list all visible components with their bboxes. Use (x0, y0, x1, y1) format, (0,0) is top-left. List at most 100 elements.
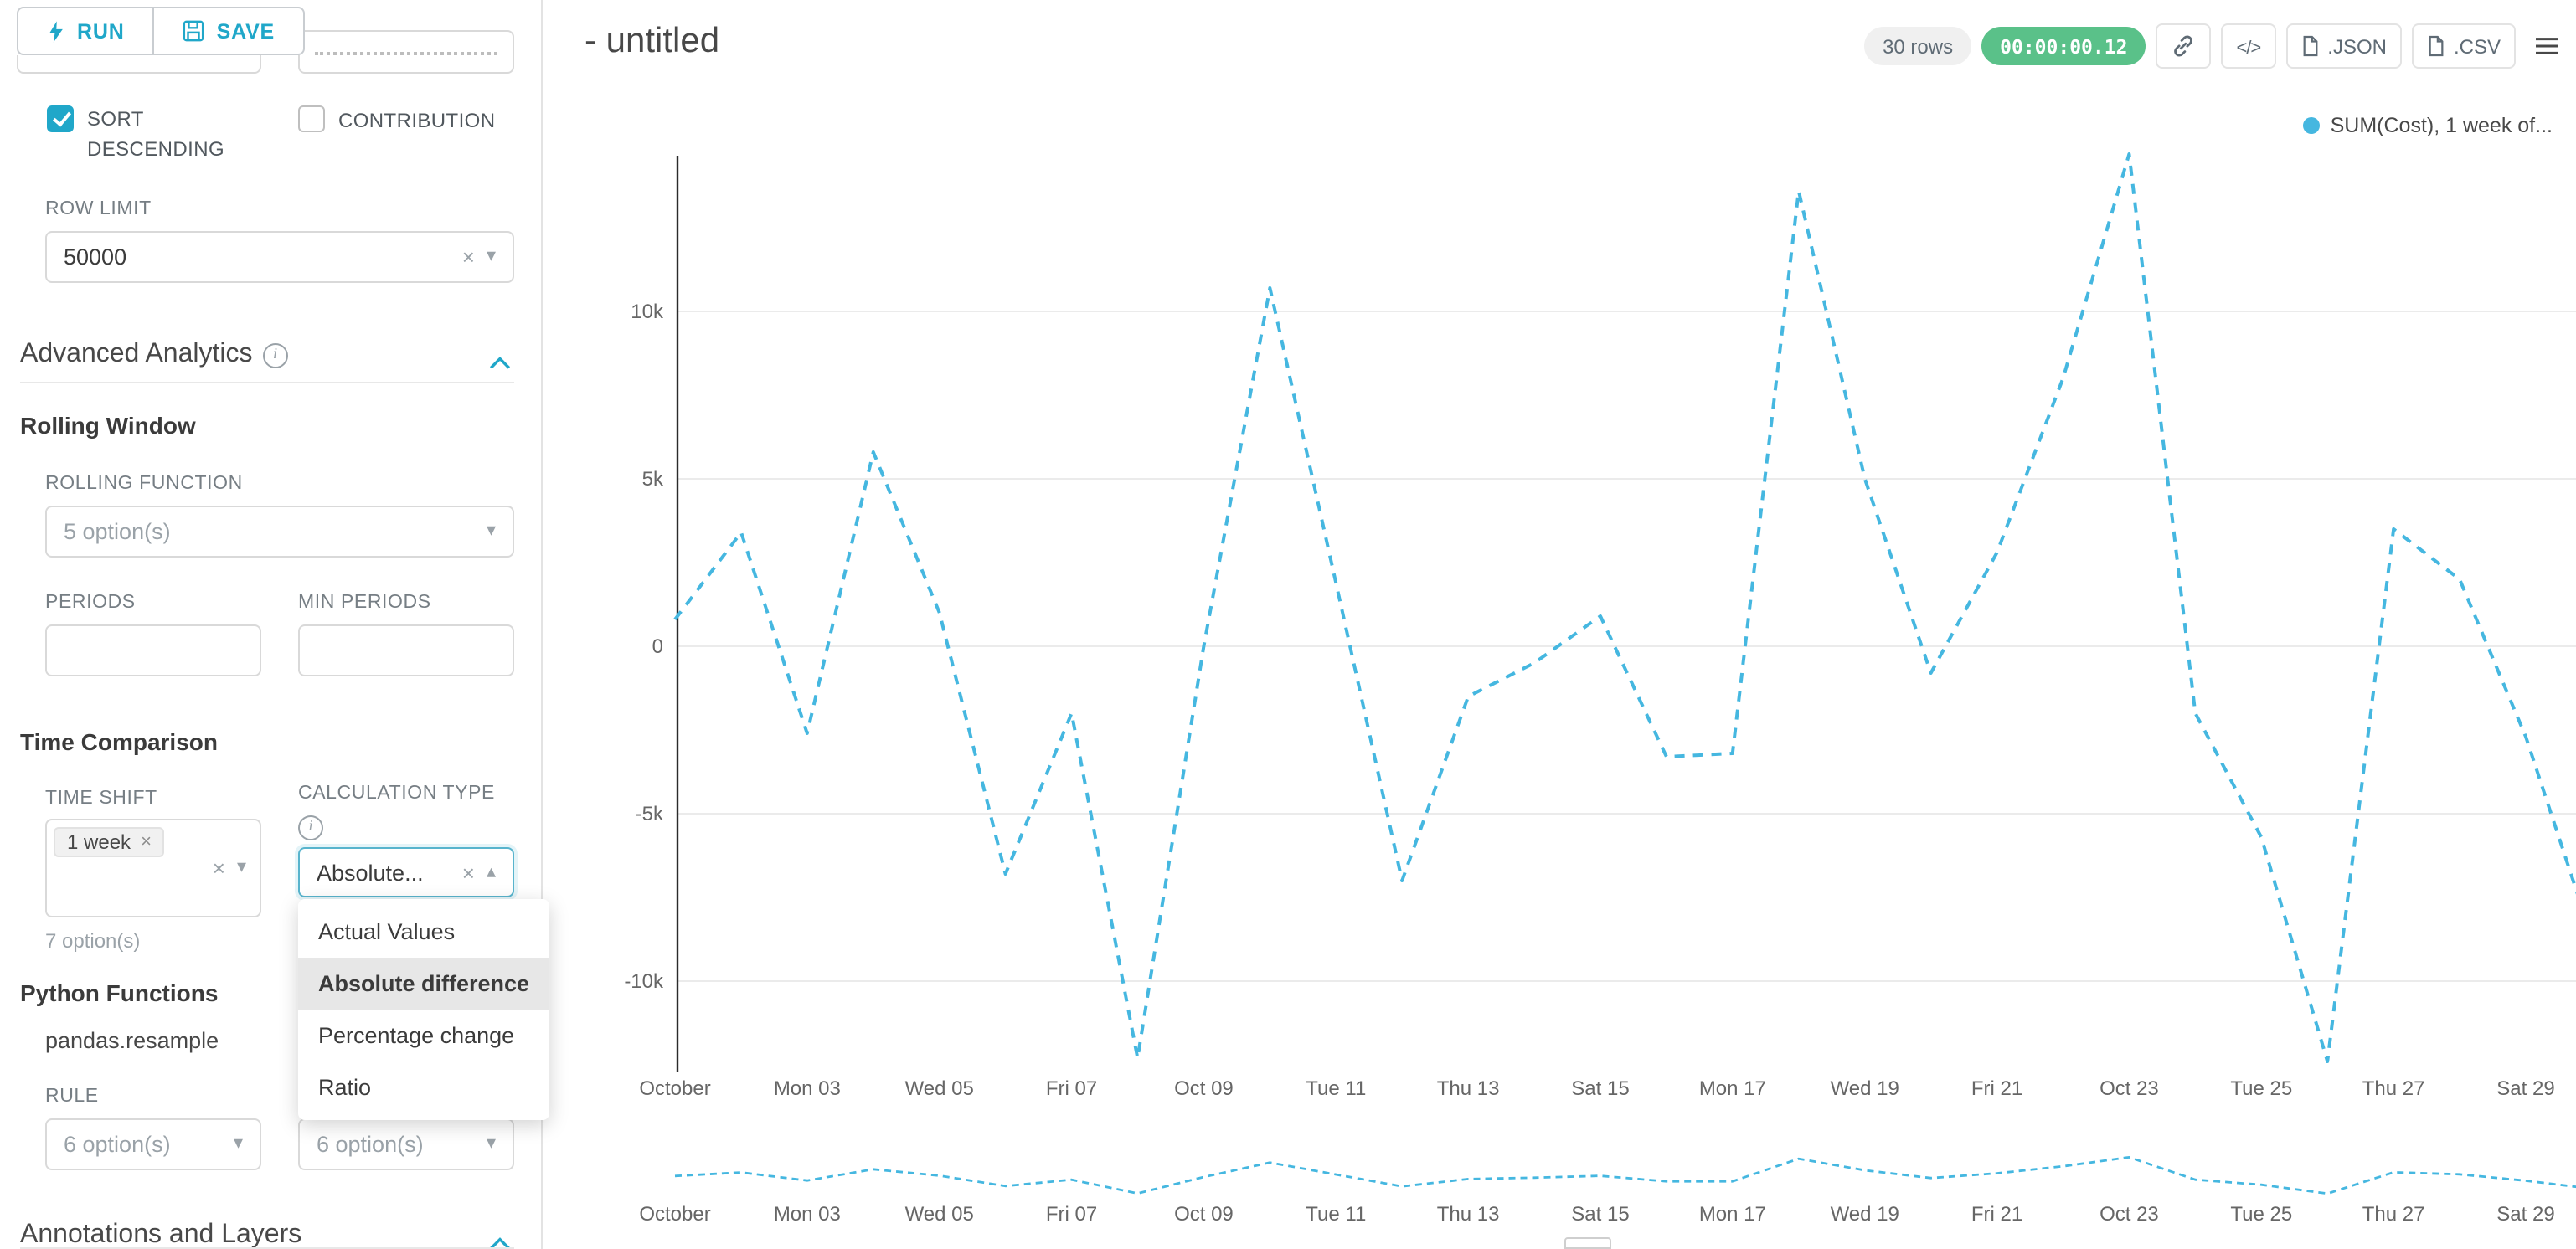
mini-x-tick-label: Oct 09 (1174, 1203, 1234, 1226)
legend-dot-icon (2303, 117, 2321, 134)
info-icon (298, 815, 323, 840)
mini-x-tick-label: Oct 23 (2099, 1203, 2159, 1226)
more-options-button[interactable] (2526, 23, 2566, 69)
mini-x-tick-label: Thu 27 (2362, 1203, 2425, 1226)
x-tick-label: Mon 03 (774, 1077, 841, 1100)
rule-select-2[interactable]: 6 option(s) (298, 1118, 514, 1170)
rule-placeholder-2: 6 option(s) (317, 1132, 424, 1157)
row-limit-value: 50000 (64, 244, 127, 270)
view-query-button[interactable] (2221, 23, 2276, 69)
chart-legend[interactable]: SUM(Cost), 1 week of... (2303, 114, 2553, 137)
min-periods-label: MIN PERIODS (298, 593, 431, 613)
code-icon (2236, 34, 2260, 58)
chart-title: - untitled (585, 22, 720, 60)
mini-x-tick-label: Tue 11 (1306, 1203, 1366, 1226)
clear-icon[interactable] (213, 857, 225, 879)
calculation-type-option[interactable]: Actual Values (318, 919, 456, 944)
x-tick-label: Tue 11 (1306, 1077, 1366, 1100)
file-icon (2302, 35, 2317, 57)
rolling-window-title: Rolling Window (20, 412, 196, 439)
clear-icon[interactable] (462, 246, 475, 268)
python-function-name: pandas.resample (45, 1028, 219, 1053)
x-tick-label: Thu 27 (2362, 1077, 2425, 1100)
python-functions-title: Python Functions (20, 979, 219, 1006)
mini-series-line (674, 1156, 2576, 1195)
rule-select-1[interactable]: 6 option(s) (45, 1118, 261, 1170)
copy-link-button[interactable] (2156, 23, 2212, 69)
section-divider (20, 382, 514, 383)
chevron-down-icon (234, 1135, 243, 1154)
row-limit-select[interactable]: 50000 (45, 231, 514, 283)
x-tick-label: Mon 17 (1699, 1077, 1766, 1100)
calculation-type-option[interactable]: Absolute difference (298, 958, 549, 1010)
y-tick-label: 0 (652, 635, 663, 658)
export-json-button[interactable]: .JSON (2285, 23, 2402, 69)
annotations-layers-header[interactable]: Annotations and Layers (20, 1221, 302, 1249)
advanced-analytics-header[interactable]: Advanced Analytics (20, 340, 288, 370)
chevron-down-icon (487, 522, 496, 541)
export-csv-button[interactable]: .CSV (2411, 23, 2516, 69)
mini-x-tick-label: Mon 17 (1699, 1203, 1766, 1226)
sort-descending-checkbox[interactable] (47, 105, 74, 132)
collapse-chevron-up-icon[interactable] (489, 1229, 511, 1249)
info-icon (262, 343, 288, 368)
mini-x-tick-label: October (639, 1203, 710, 1226)
run-button-label: RUN (77, 19, 125, 43)
save-button-label: SAVE (216, 19, 276, 43)
x-tick-label: Wed 19 (1831, 1077, 1899, 1100)
save-button[interactable]: SAVE (152, 7, 306, 55)
link-icon (2174, 35, 2193, 57)
mini-x-tick-label: Fri 21 (1971, 1203, 2022, 1226)
row-limit-label: ROW LIMIT (45, 199, 152, 219)
x-tick-label: Oct 23 (2099, 1077, 2159, 1100)
rolling-function-select[interactable]: 5 option(s) (45, 506, 514, 558)
x-tick-label: Sat 29 (2496, 1077, 2554, 1100)
mini-x-tick-label: Sat 15 (1571, 1203, 1629, 1226)
min-periods-input[interactable] (298, 624, 514, 676)
mini-x-tick-label: Thu 13 (1437, 1203, 1500, 1226)
calculation-type-label: CALCULATION TYPE (298, 784, 495, 804)
file-icon (2429, 35, 2444, 57)
export-json-label: .JSON (2327, 34, 2387, 58)
time-comparison-title: Time Comparison (20, 728, 218, 755)
hamburger-menu-icon (2535, 38, 2557, 54)
sort-descending-label: SORT DESCENDING (87, 107, 225, 161)
x-tick-label: Tue 25 (2230, 1077, 2292, 1100)
mini-x-tick-label: Mon 03 (774, 1203, 841, 1226)
x-tick-label: Fri 21 (1971, 1077, 2022, 1100)
x-tick-label: Wed 05 (905, 1077, 974, 1100)
y-tick-label: -5k (636, 803, 664, 825)
cropped-input[interactable] (298, 30, 514, 74)
periods-input[interactable] (45, 624, 261, 676)
rule-placeholder-1: 6 option(s) (64, 1132, 171, 1157)
advanced-analytics-title: Advanced Analytics (20, 340, 253, 368)
x-tick-label: October (639, 1077, 710, 1100)
section-divider (20, 1247, 514, 1249)
run-save-toolbar: RUN SAVE (17, 7, 306, 55)
collapse-chevron-up-icon[interactable] (489, 348, 511, 378)
clear-icon[interactable] (462, 861, 475, 883)
calculation-type-select[interactable]: Absolute... (298, 847, 514, 897)
mini-x-tick-label: Fri 07 (1046, 1203, 1097, 1226)
time-shift-select[interactable]: 1 week (45, 819, 261, 917)
x-tick-label: Sat 15 (1571, 1077, 1629, 1100)
rolling-function-label: ROLLING FUNCTION (45, 474, 243, 494)
main-series-line (673, 152, 2576, 1063)
chevron-down-icon (487, 248, 496, 266)
query-timer-badge: 00:00:00.12 (1981, 27, 2146, 65)
calculation-type-dropdown: Actual Values Absolute difference Percenta… (298, 899, 549, 1120)
mini-x-tick-label: Sat 29 (2496, 1203, 2554, 1226)
remove-tag-icon[interactable] (141, 833, 152, 851)
x-tick-label: Fri 07 (1046, 1077, 1097, 1100)
rolling-function-placeholder: 5 option(s) (64, 519, 171, 544)
scroll-handle[interactable] (1564, 1237, 1611, 1249)
time-shift-tag-label: 1 week (67, 830, 131, 854)
x-tick-label: Thu 13 (1437, 1077, 1500, 1100)
legend-label: SUM(Cost), 1 week of... (2330, 114, 2553, 137)
calculation-type-option[interactable]: Percentage change (318, 1023, 515, 1048)
run-button[interactable]: RUN (17, 7, 155, 55)
calculation-type-option[interactable]: Ratio (318, 1075, 372, 1100)
contribution-checkbox[interactable] (298, 105, 325, 132)
save-icon (183, 20, 204, 42)
